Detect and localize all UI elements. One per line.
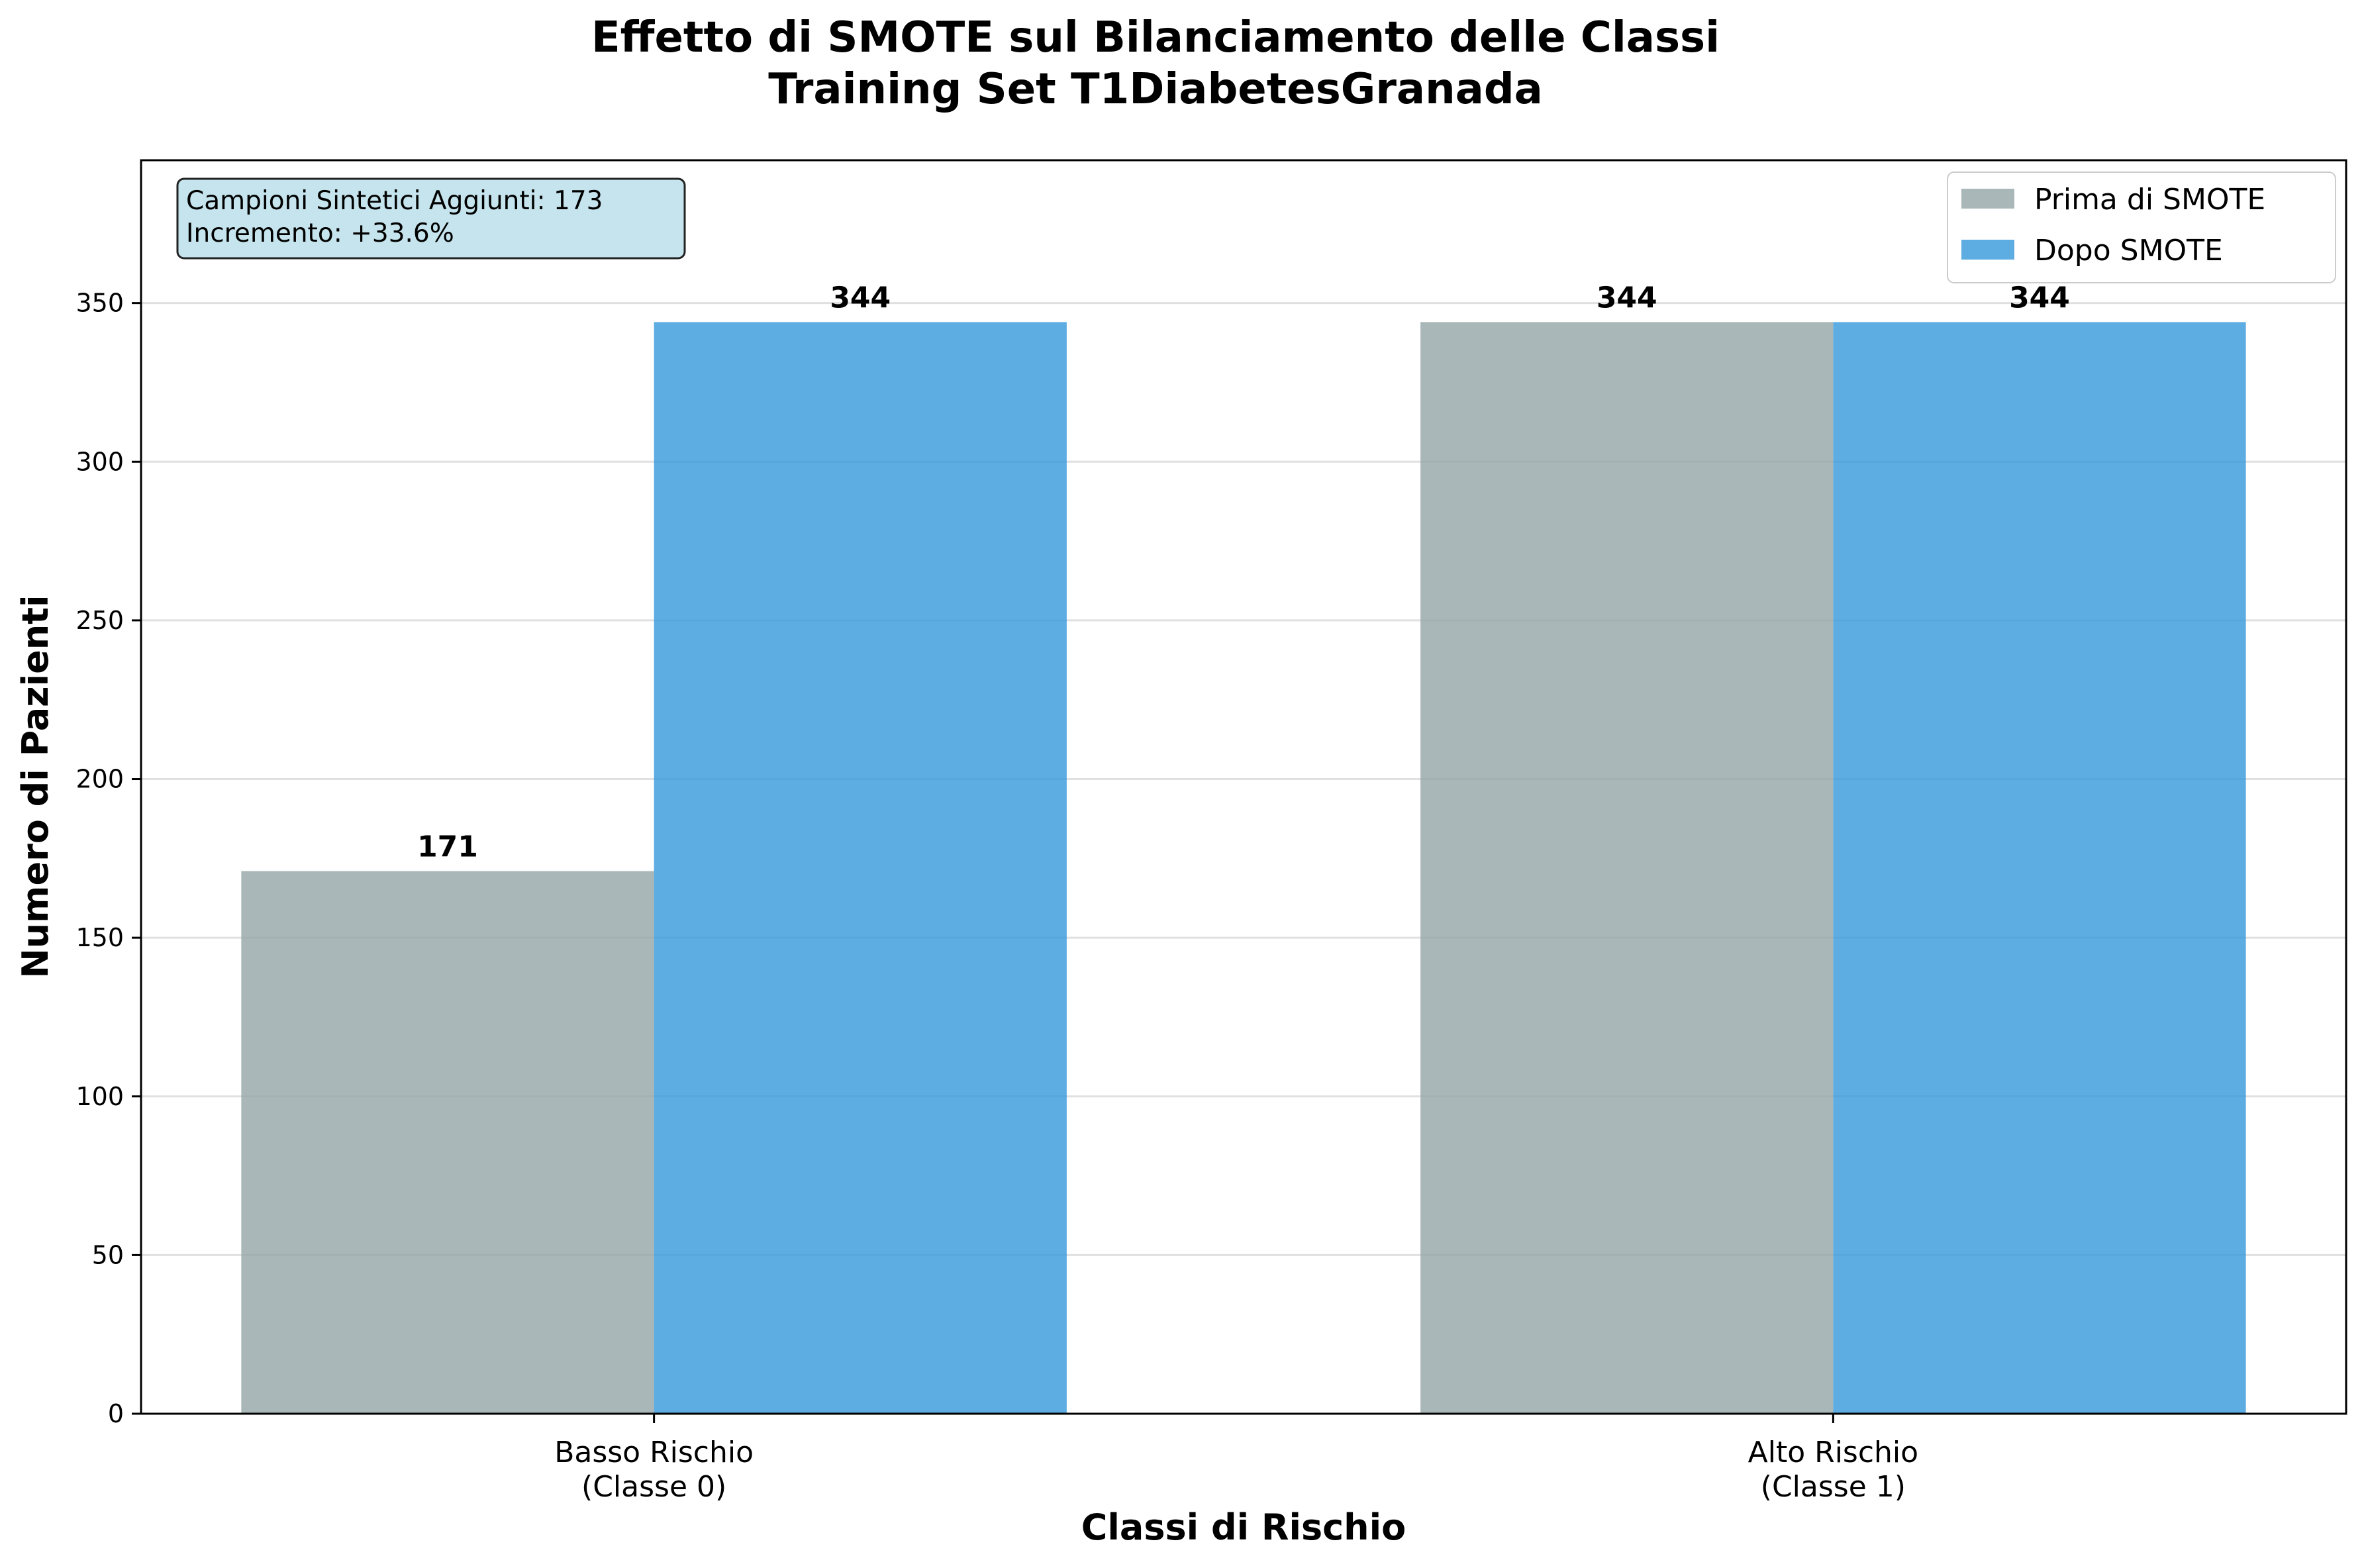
chart-subtitle: Training Set T1DiabetesGranada (768, 65, 1543, 114)
bar-dopo-0 (654, 322, 1067, 1414)
bars (241, 322, 2246, 1414)
y-tick-label: 250 (75, 606, 124, 635)
legend-swatch-dopo (1961, 240, 2014, 260)
plot-area (140, 159, 2347, 1415)
y-tick-label: 150 (75, 923, 124, 952)
y-tick-label: 50 (92, 1240, 124, 1269)
bar-dopo-1 (1833, 322, 2246, 1414)
bar-prima-1 (1420, 322, 1834, 1414)
x-tick-label: (Classe 1) (1761, 1470, 1906, 1504)
legend-label-dopo: Dopo SMOTE (2034, 234, 2223, 268)
x-axis-label: Classi di Rischio (1081, 1506, 1406, 1548)
info-line-increment: Incremento: +33.6% (186, 219, 454, 248)
y-axis-label: Numero di Pazienti (15, 595, 56, 979)
info-line-synthetic: Campioni Sintetici Aggiunti: 173 (186, 186, 603, 216)
legend-swatch-prima (1961, 189, 2014, 209)
legend-label-prima: Prima di SMOTE (2034, 183, 2265, 217)
value-labels: 171 344 344 344 (417, 281, 2070, 863)
x-tick-label: Alto Rischio (1748, 1436, 1918, 1469)
x-tick-label: Basso Rischio (554, 1436, 754, 1469)
bar-prima-0 (241, 871, 654, 1414)
x-axis: Basso Rischio(Classe 0) Alto Rischio(Clas… (554, 1414, 1918, 1504)
info-annotation: Campioni Sintetici Aggiunti: 173 Increme… (176, 177, 686, 260)
y-axis: 0 50 100 150 200 250 300 350 (75, 289, 141, 1428)
value-label: 344 (830, 281, 891, 315)
x-tick-label: (Classe 0) (581, 1470, 726, 1504)
y-tick-label: 300 (75, 447, 124, 476)
y-tick-label: 0 (108, 1399, 124, 1428)
value-label: 344 (2009, 281, 2070, 315)
value-label: 344 (1597, 281, 1657, 315)
chart-title: Effetto di SMOTE sul Bilanciamento delle… (591, 13, 1720, 62)
y-tick-label: 100 (75, 1082, 124, 1111)
value-label: 171 (417, 830, 478, 863)
legend: Prima di SMOTE Dopo SMOTE (1947, 172, 2336, 283)
y-tick-label: 350 (75, 289, 124, 318)
y-tick-label: 200 (75, 765, 124, 794)
